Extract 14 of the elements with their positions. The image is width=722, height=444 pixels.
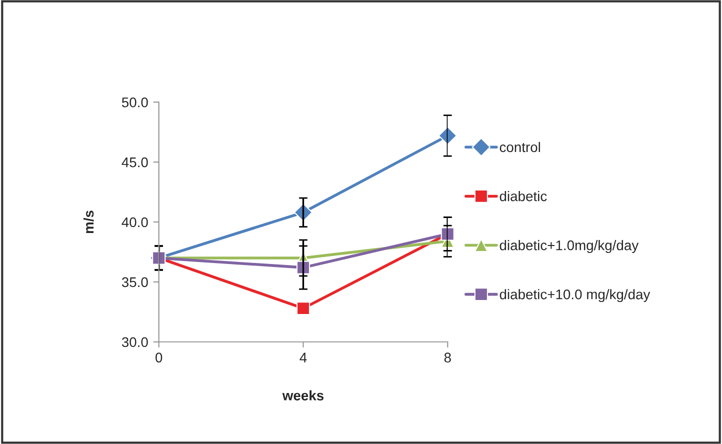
x-tick-label: 0 — [156, 352, 162, 362]
x-tick-label: 8 — [444, 352, 451, 362]
legend-label: diabetic — [500, 190, 547, 202]
legend-label: control — [500, 142, 540, 152]
y-tick-label: 35.0 — [122, 277, 148, 288]
y-tick-label: 30.0 — [122, 337, 148, 348]
legend-label: diabetic+1.0mg/kg/day — [500, 240, 639, 254]
y-tick-label: 40.0 — [122, 217, 148, 228]
y-tick-label: 45.0 — [122, 157, 148, 168]
legend-label: diabetic+10.0 mg/kg/day — [500, 289, 650, 302]
x-axis-title: weeks — [282, 390, 324, 400]
y-axis-title: m/s — [83, 210, 94, 234]
x-tick-label: 4 — [300, 352, 307, 362]
y-tick-label: 50.0 — [122, 97, 148, 108]
